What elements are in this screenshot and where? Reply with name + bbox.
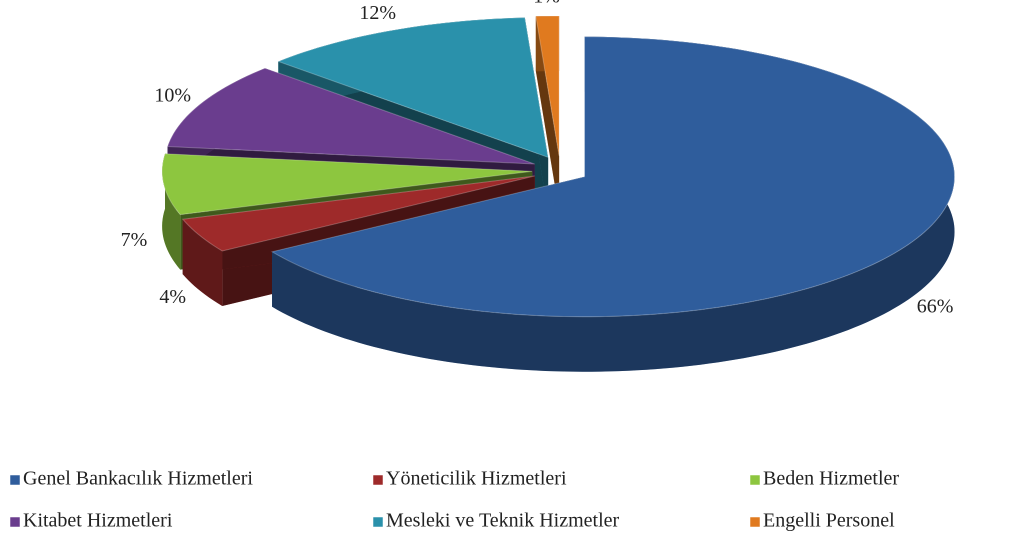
slice <box>535 15 560 157</box>
legend-swatch <box>372 516 384 528</box>
legend-label: Kitabet Hizmetleri <box>23 510 173 532</box>
slice <box>276 17 549 159</box>
data-label: 10% <box>154 84 191 106</box>
data-label: 1% <box>533 0 560 8</box>
slice <box>161 153 533 216</box>
legend-label: Engelli Personel <box>763 510 895 532</box>
legend-swatch <box>372 474 384 486</box>
legend-swatch <box>749 474 761 486</box>
legend-swatch <box>749 516 761 528</box>
slice <box>166 67 535 165</box>
data-label: 4% <box>159 286 186 308</box>
legend-label: Yöneticilik Hizmetleri <box>386 468 567 490</box>
legend-label: Beden Hizmetler <box>763 468 899 490</box>
legend-swatch <box>9 474 21 486</box>
slice-side <box>162 153 181 270</box>
data-label: 12% <box>359 2 396 24</box>
slice-shade <box>182 175 535 275</box>
legend-swatch <box>9 516 21 528</box>
data-label: 66% <box>917 295 954 317</box>
slice-side <box>182 219 223 306</box>
slice <box>181 175 535 252</box>
legend-label: Mesleki ve Teknik Hizmetler <box>386 510 620 532</box>
slice-shade <box>162 153 181 270</box>
data-label: 7% <box>121 229 148 251</box>
legend-label: Genel Bankacılık Hizmetleri <box>23 468 253 490</box>
slice-shade <box>182 219 223 306</box>
slice <box>270 36 956 318</box>
